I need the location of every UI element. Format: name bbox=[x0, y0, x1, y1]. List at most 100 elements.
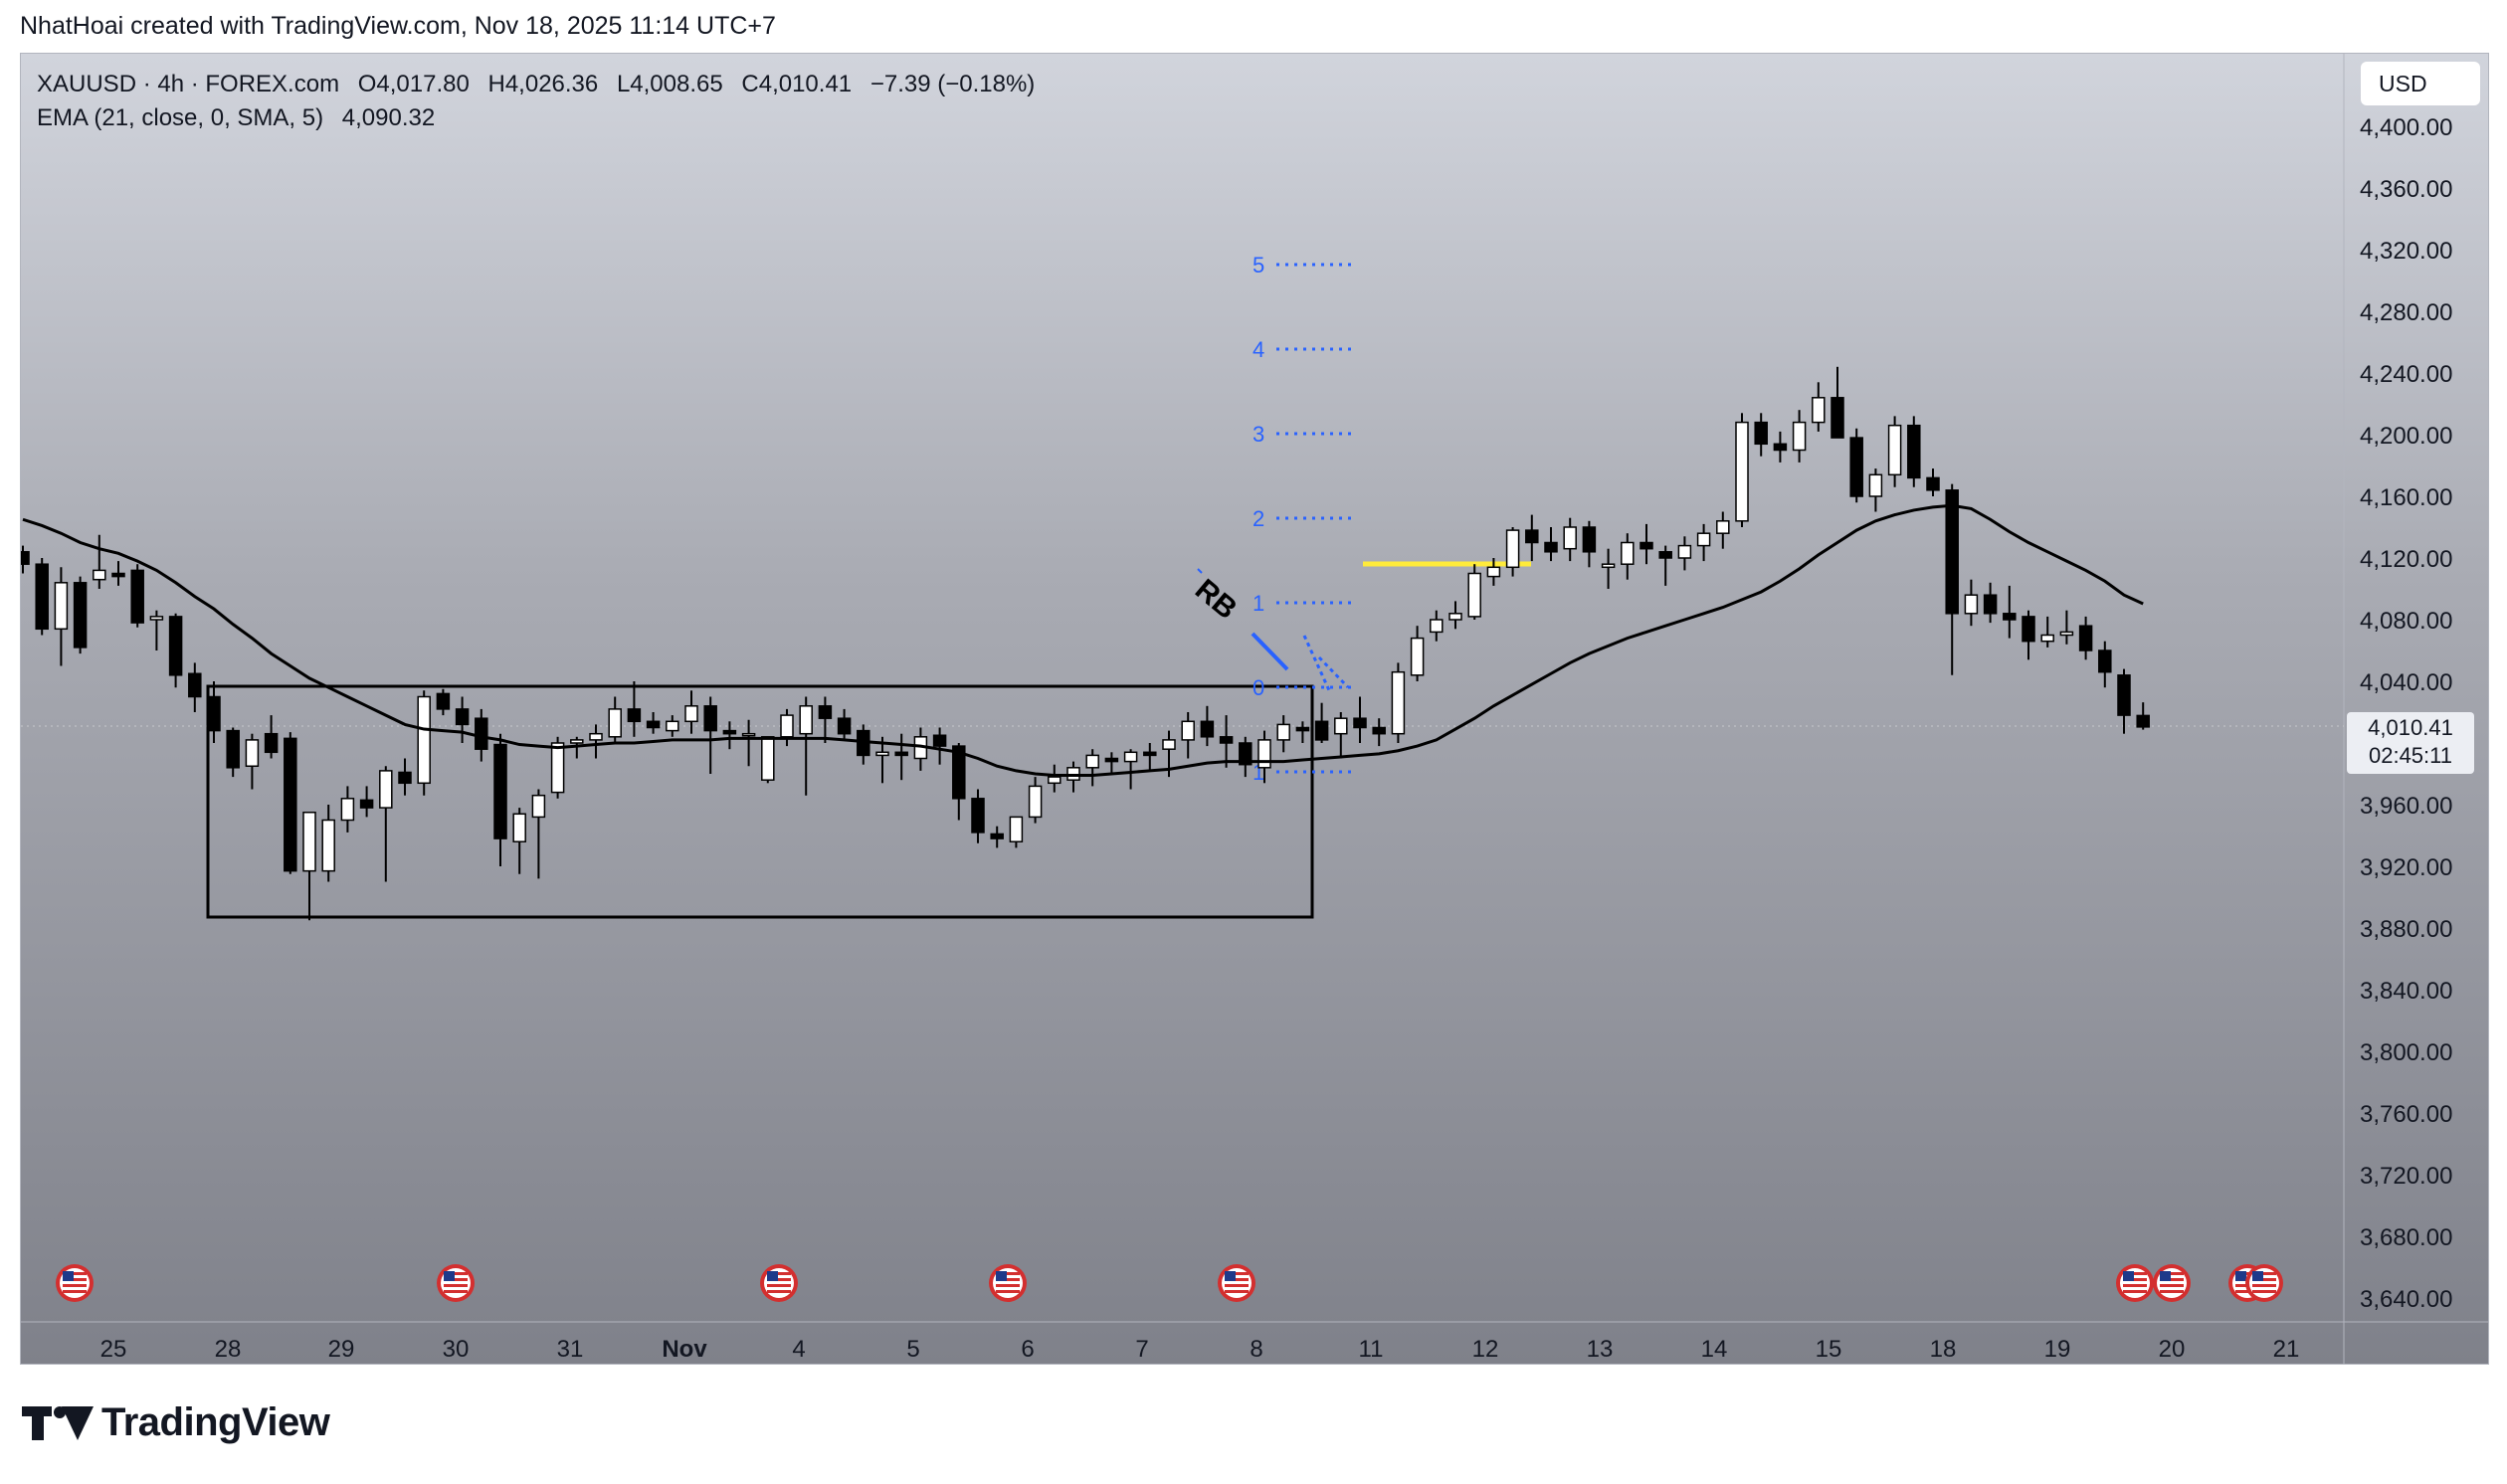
candle bbox=[1544, 527, 1558, 562]
candle-body bbox=[1677, 544, 1692, 559]
candle-body bbox=[894, 751, 908, 757]
indicator-label: EMA (21, close, 0, SMA, 5) bbox=[37, 104, 324, 131]
price-chart[interactable]: 3,640.00 3,680.00 3,720.00 3,760.00 3,800.00… bbox=[21, 54, 2488, 1364]
fib-level-label: 5 bbox=[1253, 253, 1264, 278]
candle bbox=[321, 805, 335, 882]
candle-body bbox=[1735, 421, 1749, 522]
candle bbox=[455, 696, 470, 743]
tradingview-logo[interactable]: TradingView bbox=[22, 1400, 330, 1445]
candle-body bbox=[168, 616, 183, 676]
candle-body bbox=[531, 794, 546, 819]
candle bbox=[531, 789, 546, 879]
candle bbox=[875, 736, 889, 784]
price-tick-label: 4,200.00 bbox=[2360, 423, 2452, 450]
candle-body bbox=[1430, 619, 1444, 634]
currency-button[interactable]: USD bbox=[2361, 62, 2480, 105]
candle-body bbox=[321, 819, 335, 872]
candle-body bbox=[1009, 816, 1024, 842]
candle bbox=[684, 690, 698, 734]
candle bbox=[475, 708, 488, 762]
high-value: H4,026.36 bbox=[487, 71, 599, 97]
candle-body bbox=[1334, 717, 1348, 735]
candle-body bbox=[1372, 726, 1386, 735]
countdown-timer: 02:45:11 bbox=[2368, 743, 2452, 768]
us-flag-icon bbox=[56, 1264, 94, 1302]
candle-body bbox=[1048, 776, 1061, 785]
candle-body bbox=[455, 708, 470, 726]
candle bbox=[1563, 517, 1577, 562]
candle-body bbox=[875, 751, 889, 757]
candle-body bbox=[73, 582, 88, 649]
ema-line bbox=[22, 503, 2144, 778]
candle-body bbox=[1926, 476, 1940, 491]
time-tick-label: 13 bbox=[1587, 1336, 1614, 1363]
candle bbox=[284, 732, 297, 874]
price-tick-label: 3,840.00 bbox=[2360, 978, 2452, 1005]
candle-body bbox=[54, 582, 69, 631]
candle bbox=[1181, 712, 1195, 759]
candle-body bbox=[1964, 594, 1979, 615]
candle-body bbox=[1601, 563, 1616, 569]
last-price-badge: 4,010.41 02:45:11 bbox=[2347, 712, 2474, 774]
rb-label: RB bbox=[1189, 573, 1243, 626]
candle bbox=[188, 662, 202, 712]
candle-body bbox=[1907, 424, 1921, 479]
rb-annotation: RB bbox=[1189, 568, 1350, 691]
us-flag-icon bbox=[437, 1264, 475, 1302]
candle bbox=[1410, 626, 1425, 681]
candle-body bbox=[1831, 397, 1844, 439]
candle-body bbox=[666, 720, 679, 732]
fib-level-label: 3 bbox=[1253, 422, 1264, 447]
candle bbox=[857, 724, 870, 765]
candle-body bbox=[780, 714, 794, 738]
candle bbox=[359, 786, 374, 818]
candle bbox=[627, 681, 642, 737]
candle-body bbox=[1621, 541, 1635, 565]
candle-body bbox=[359, 799, 374, 809]
open-value: O4,017.80 bbox=[357, 71, 470, 97]
candle-body bbox=[1544, 541, 1558, 553]
candle bbox=[1812, 382, 1826, 432]
close-value: C4,010.41 bbox=[741, 71, 853, 97]
fib-level-label: 0 bbox=[1253, 675, 1264, 700]
candle bbox=[913, 727, 928, 771]
candle-body bbox=[1582, 526, 1597, 553]
candle-body bbox=[1639, 541, 1653, 550]
candle bbox=[1525, 514, 1539, 562]
price-tick-label: 4,120.00 bbox=[2360, 546, 2452, 573]
candle bbox=[21, 545, 30, 574]
price-tick-label: 4,160.00 bbox=[2360, 484, 2452, 511]
candle-body bbox=[1162, 739, 1176, 750]
chart-panel[interactable]: 3,640.00 3,680.00 3,720.00 3,760.00 3,800.00… bbox=[20, 53, 2489, 1365]
candle bbox=[837, 708, 852, 740]
candle bbox=[340, 786, 355, 833]
candle bbox=[550, 736, 565, 799]
candle-body bbox=[684, 705, 698, 723]
candle bbox=[207, 681, 221, 743]
candle-body bbox=[799, 705, 813, 735]
time-tick-label: 28 bbox=[215, 1336, 242, 1363]
candle bbox=[302, 812, 316, 921]
candle-body bbox=[35, 563, 49, 631]
candle-body bbox=[1257, 739, 1271, 769]
candle bbox=[1601, 548, 1616, 589]
candle bbox=[1983, 582, 1998, 624]
price-tick-label: 3,760.00 bbox=[2360, 1101, 2452, 1128]
candle-body bbox=[1945, 489, 1959, 615]
candle bbox=[1353, 696, 1367, 743]
candle bbox=[1926, 468, 1940, 496]
candle-body bbox=[1143, 751, 1157, 757]
candle-body bbox=[1104, 757, 1119, 763]
candle bbox=[1735, 413, 1749, 527]
fib-level-label: 1 bbox=[1253, 591, 1264, 616]
candle-body bbox=[1085, 754, 1099, 769]
price-tick-label: 4,360.00 bbox=[2360, 176, 2452, 203]
candle bbox=[1964, 579, 1979, 627]
candle bbox=[1448, 601, 1462, 630]
time-tick-label: 19 bbox=[2044, 1336, 2071, 1363]
candle-body bbox=[1658, 551, 1672, 559]
candle bbox=[2059, 610, 2074, 645]
candle-body bbox=[1219, 736, 1234, 744]
candle bbox=[1467, 564, 1481, 620]
candle bbox=[245, 733, 260, 790]
